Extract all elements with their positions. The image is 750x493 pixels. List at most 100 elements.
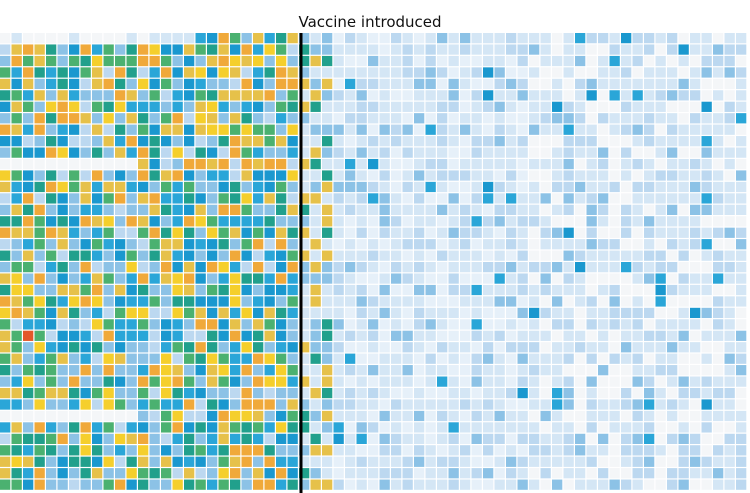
heatmap-cell <box>632 158 643 170</box>
heatmap-cell <box>23 250 34 261</box>
heatmap-cell <box>276 147 287 158</box>
heatmap-cell <box>678 170 689 181</box>
heatmap-cell <box>414 239 425 250</box>
heatmap-cell <box>356 44 367 55</box>
heatmap-cell <box>575 67 586 78</box>
heatmap-cell <box>414 353 425 364</box>
heatmap-cell <box>69 376 80 387</box>
heatmap-cell <box>345 273 356 284</box>
heatmap-cell <box>103 399 114 410</box>
heatmap-cell <box>92 136 103 147</box>
heatmap-cell <box>724 250 735 261</box>
heatmap-cell <box>46 479 57 490</box>
heatmap-cell <box>563 330 574 341</box>
heatmap-cell <box>184 387 195 399</box>
heatmap-cell <box>149 422 160 433</box>
heatmap-cell <box>460 399 471 410</box>
heatmap-cell <box>11 330 22 341</box>
heatmap-cell <box>184 376 195 387</box>
heatmap-cell <box>368 136 379 147</box>
heatmap-cell <box>598 399 609 410</box>
heatmap-cell <box>632 113 643 124</box>
heatmap-cell <box>218 262 229 273</box>
heatmap-cell <box>0 319 11 330</box>
heatmap-cell <box>552 250 563 261</box>
heatmap-cell <box>644 387 655 399</box>
heatmap-cell <box>195 113 206 124</box>
heatmap-cell <box>207 433 218 444</box>
heatmap-cell <box>460 365 471 376</box>
heatmap-cell <box>529 158 540 170</box>
heatmap-cell <box>724 387 735 399</box>
heatmap-cell <box>161 445 172 456</box>
heatmap-cell <box>471 78 482 90</box>
heatmap-cell <box>471 273 482 284</box>
heatmap-cell <box>23 273 34 284</box>
heatmap-cell <box>563 410 574 422</box>
heatmap-cell <box>345 170 356 181</box>
heatmap-cell <box>230 136 241 147</box>
heatmap-cell <box>115 239 126 250</box>
heatmap-cell <box>264 410 275 422</box>
heatmap-cell <box>333 468 344 479</box>
heatmap-cell <box>253 399 264 410</box>
heatmap-cell <box>287 353 298 364</box>
heatmap-cell <box>736 170 747 181</box>
heatmap-cell <box>563 136 574 147</box>
heatmap-cell <box>575 250 586 261</box>
heatmap-cell <box>57 284 68 296</box>
heatmap-cell <box>103 330 114 341</box>
heatmap-cell <box>11 147 22 158</box>
heatmap-cell <box>690 387 701 399</box>
heatmap-cell <box>494 410 505 422</box>
heatmap-cell <box>437 204 448 215</box>
heatmap-cell <box>529 44 540 55</box>
heatmap-cell <box>460 468 471 479</box>
heatmap-cell <box>264 44 275 55</box>
heatmap-cell <box>586 387 597 399</box>
heatmap-cell <box>368 101 379 112</box>
heatmap-cell <box>92 216 103 227</box>
heatmap-cell <box>506 158 517 170</box>
heatmap-cell <box>517 90 528 101</box>
heatmap-cell <box>218 284 229 296</box>
heatmap-cell <box>0 216 11 227</box>
heatmap-cell <box>333 90 344 101</box>
heatmap-cell <box>92 410 103 422</box>
heatmap-cell <box>287 216 298 227</box>
heatmap-cell <box>667 44 678 55</box>
heatmap-cell <box>701 319 712 330</box>
heatmap-cell <box>241 307 252 319</box>
heatmap-cell <box>0 44 11 55</box>
heatmap-cell <box>11 422 22 433</box>
heatmap-cell <box>34 456 45 467</box>
heatmap-cell <box>471 204 482 215</box>
heatmap-cell <box>356 479 367 490</box>
heatmap-cell <box>713 479 724 490</box>
heatmap-cell <box>678 124 689 135</box>
heatmap-cell <box>34 319 45 330</box>
heatmap-cell <box>149 158 160 170</box>
heatmap-cell <box>310 273 321 284</box>
heatmap-cell <box>448 239 459 250</box>
heatmap-cell <box>356 204 367 215</box>
heatmap-cell <box>172 330 183 341</box>
heatmap-cell <box>218 227 229 238</box>
heatmap-cell <box>690 410 701 422</box>
heatmap-cell <box>230 113 241 124</box>
heatmap-cell <box>11 284 22 296</box>
heatmap-cell <box>540 101 551 112</box>
heatmap-cell <box>621 445 632 456</box>
heatmap-cell <box>506 101 517 112</box>
heatmap-cell <box>391 399 402 410</box>
heatmap-cell <box>0 468 11 479</box>
heatmap-cell <box>425 136 436 147</box>
heatmap-cell <box>586 147 597 158</box>
heatmap-cell <box>184 250 195 261</box>
heatmap-cell <box>322 296 333 307</box>
heatmap-cell <box>506 479 517 490</box>
heatmap-cell <box>517 124 528 135</box>
heatmap-cell <box>609 181 620 193</box>
heatmap-cell <box>609 456 620 467</box>
heatmap-cell <box>724 227 735 238</box>
